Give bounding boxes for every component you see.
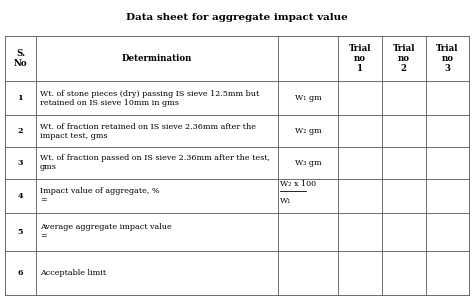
- Text: Acceptable limit: Acceptable limit: [40, 269, 106, 277]
- Text: Trial
no
3: Trial no 3: [436, 44, 459, 73]
- Text: 5: 5: [18, 228, 23, 236]
- Text: 3: 3: [18, 159, 23, 167]
- Text: W₁ gm: W₁ gm: [295, 94, 321, 102]
- Text: W₂ x 100: W₂ x 100: [280, 180, 316, 188]
- Text: Determination: Determination: [122, 54, 192, 63]
- Text: Trial
no
1: Trial no 1: [349, 44, 371, 73]
- Text: Wt. of fraction passed on IS sieve 2.36mm after the test,
gms: Wt. of fraction passed on IS sieve 2.36m…: [40, 154, 270, 171]
- Text: Average aggregate impact value
=: Average aggregate impact value =: [40, 223, 172, 240]
- Text: 6: 6: [18, 269, 23, 277]
- Text: Wt. of fraction retained on IS sieve 2.36mm after the
impact test, gms: Wt. of fraction retained on IS sieve 2.3…: [40, 122, 256, 140]
- Text: S.
No: S. No: [14, 49, 27, 68]
- Text: W₃ gm: W₃ gm: [295, 159, 321, 167]
- Text: Impact value of aggregate, %
=: Impact value of aggregate, % =: [40, 187, 160, 204]
- Text: 2: 2: [18, 127, 23, 135]
- Text: W₁: W₁: [280, 197, 292, 205]
- Text: Data sheet for aggregate impact value: Data sheet for aggregate impact value: [126, 13, 348, 22]
- Text: Trial
no
2: Trial no 2: [392, 44, 415, 73]
- Text: Wt. of stone pieces (dry) passing IS sieve 12.5mm but
retained on IS sieve 10mm : Wt. of stone pieces (dry) passing IS sie…: [40, 90, 259, 107]
- Text: W₂ gm: W₂ gm: [295, 127, 321, 135]
- Text: 1: 1: [18, 94, 23, 102]
- Text: 4: 4: [18, 192, 23, 200]
